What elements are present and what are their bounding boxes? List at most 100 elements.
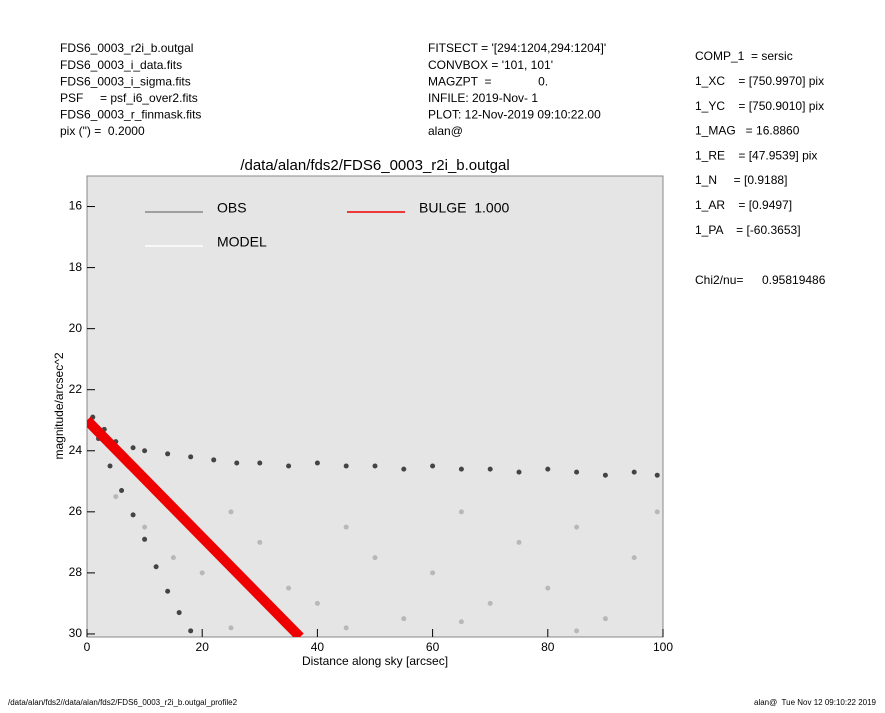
data-point	[545, 466, 551, 472]
data-point	[228, 625, 234, 631]
data-point	[286, 585, 292, 591]
data-point	[458, 466, 464, 472]
data-point	[153, 564, 159, 570]
data-point	[165, 588, 171, 594]
data-point	[211, 457, 217, 463]
data-point	[142, 448, 148, 454]
header-right-line: 1_MAG = 16.8860	[695, 124, 800, 138]
header-right-line: 1_AR = [0.9497]	[695, 198, 792, 212]
footer-path: /data/alan/fds2//data/alan/fds2/FDS6_000…	[8, 698, 238, 707]
x-tick-label: 100	[653, 640, 673, 654]
data-point	[142, 536, 148, 542]
data-point	[165, 451, 171, 457]
header-right-line: 1_XC = [750.9970] pix	[695, 74, 824, 88]
data-point	[113, 494, 119, 500]
data-point	[372, 463, 378, 469]
plot-area	[86, 175, 664, 638]
data-point	[314, 460, 320, 466]
data-point	[343, 463, 349, 469]
header-left-line: FDS6_0003_i_sigma.fits	[60, 74, 191, 88]
data-point	[574, 628, 580, 634]
y-tick-label: 24	[69, 443, 83, 457]
header-right-line: 1_PA = [-60.3653]	[695, 223, 801, 237]
data-point	[654, 509, 660, 515]
data-point	[654, 472, 660, 478]
data-point	[188, 454, 194, 460]
header-middle-line: MAGZPT = 0.	[428, 74, 548, 88]
x-tick-label: 40	[311, 640, 325, 654]
data-point	[142, 524, 148, 530]
x-tick-label: 0	[84, 640, 91, 654]
data-point	[119, 487, 125, 493]
data-point	[130, 445, 136, 451]
header-right-line: COMP_1 = sersic	[695, 49, 793, 63]
y-tick-label: 16	[69, 199, 83, 213]
footer-date: alan@ Tue Nov 12 09:10:22 2019	[754, 698, 877, 707]
data-point	[372, 555, 378, 561]
header-middle-line: CONVBOX = '101, 101'	[428, 58, 553, 72]
data-point	[170, 555, 176, 561]
data-point	[545, 585, 551, 591]
data-point	[401, 616, 407, 622]
data-point	[574, 524, 580, 530]
chi-label: Chi2/nu=	[695, 273, 743, 287]
chi-value: 0.95819486	[762, 273, 826, 287]
header-middle-line: INFILE: 2019-Nov- 1	[428, 91, 538, 105]
header-middle-line: PLOT: 12-Nov-2019 09:10:22.00	[428, 108, 601, 122]
data-point	[631, 469, 637, 475]
data-point	[188, 628, 194, 634]
chart-title: /data/alan/fds2/FDS6_0003_r2i_b.outgal	[240, 157, 509, 174]
data-point	[314, 600, 320, 606]
x-axis-label: Distance along sky [arcsec]	[302, 654, 448, 668]
header-middle-line: alan@	[428, 124, 463, 138]
header-right-line: 1_N = [0.9188]	[695, 173, 787, 187]
bulge-band	[87, 416, 304, 637]
y-axis-label: magnitude/arcsec^2	[52, 352, 66, 459]
data-point	[130, 512, 136, 518]
y-tick-label: 18	[69, 260, 83, 274]
data-point	[257, 460, 263, 466]
header-left-line: FDS6_0003_r2i_b.outgal	[60, 41, 193, 55]
y-tick-label: 26	[69, 504, 83, 518]
x-tick-label: 60	[426, 640, 440, 654]
data-point	[234, 460, 240, 466]
header-left-line: FDS6_0003_r_finmask.fits	[60, 108, 201, 122]
header-right-line: 1_YC = [750.9010] pix	[695, 99, 824, 113]
header-left-line: PSF = psf_i6_over2.fits	[60, 91, 198, 105]
data-point	[430, 570, 436, 576]
data-point	[574, 469, 580, 475]
y-tick-label: 22	[69, 382, 83, 396]
data-point	[107, 463, 113, 469]
data-point	[602, 472, 608, 478]
data-point	[257, 539, 263, 545]
y-tick-label: 30	[69, 626, 83, 640]
data-point	[516, 539, 522, 545]
header-left-line: pix (") = 0.2000	[60, 124, 145, 138]
header-middle-line: FITSECT = '[294:1204,294:1204]'	[428, 41, 606, 55]
plot-marks	[87, 414, 660, 637]
y-tick-label: 28	[69, 565, 83, 579]
x-tick-label: 80	[541, 640, 555, 654]
legend-label: MODEL	[217, 234, 267, 250]
data-point	[458, 509, 464, 515]
x-tick-label: 20	[196, 640, 210, 654]
data-point	[401, 466, 407, 472]
data-point	[458, 619, 464, 625]
data-point	[487, 466, 493, 472]
header-left-line: FDS6_0003_i_data.fits	[60, 58, 182, 72]
data-point	[343, 625, 349, 631]
y-tick-label: 20	[69, 321, 83, 335]
data-point	[343, 524, 349, 530]
data-point	[602, 616, 608, 622]
data-point	[631, 555, 637, 561]
data-point	[199, 570, 205, 576]
data-point	[430, 463, 436, 469]
data-point	[487, 600, 493, 606]
header-right-line: 1_RE = [47.9539] pix	[695, 148, 817, 162]
legend-label: OBS	[217, 200, 247, 216]
data-point	[286, 463, 292, 469]
data-point	[228, 509, 234, 515]
legend-label: BULGE 1.000	[419, 200, 509, 216]
